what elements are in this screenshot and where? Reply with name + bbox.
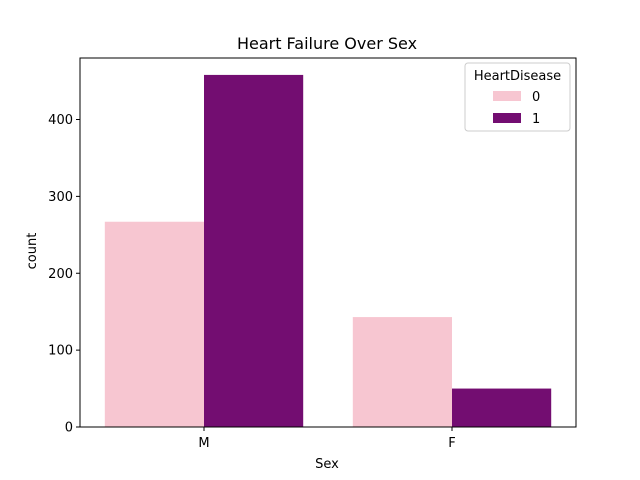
x-tick-label-M: M: [198, 436, 209, 451]
y-tick-label-100: 100: [48, 344, 73, 359]
legend-swatch-0: [493, 91, 521, 101]
bar-F-series-0: [352, 317, 452, 427]
bar-M-series-1: [204, 74, 304, 427]
y-tick-label-300: 300: [48, 190, 73, 205]
plot-area: 0 100 200 300 400 M F: [48, 57, 577, 451]
y-tick-label-200: 200: [48, 267, 73, 282]
bar-M-series-0: [104, 221, 204, 427]
y-axis-label: count: [25, 233, 40, 270]
legend-label-0: 0: [532, 90, 540, 105]
y-tick-label-400: 400: [48, 113, 73, 128]
legend-swatch-1: [493, 113, 521, 123]
legend: HeartDisease 0 1: [464, 62, 571, 132]
chart-title: Heart Failure Over Sex: [237, 34, 417, 53]
plot-frame: [79, 57, 577, 428]
x-axis-label: Sex: [315, 457, 339, 472]
y-tick-label-0: 0: [65, 421, 73, 436]
legend-title: HeartDisease: [474, 69, 561, 84]
bar-F-series-1: [452, 388, 552, 427]
x-tick-label-F: F: [448, 436, 455, 451]
legend-label-1: 1: [532, 112, 540, 127]
